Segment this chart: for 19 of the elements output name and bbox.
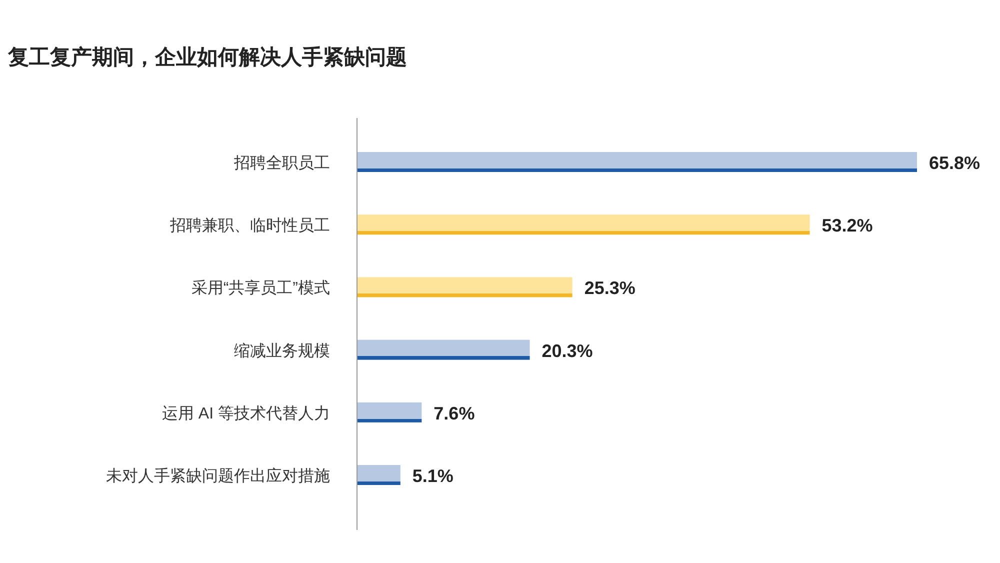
y-tick-label: 招聘全职员工 xyxy=(233,155,330,172)
data-label: 7.6% xyxy=(434,403,475,424)
bar xyxy=(357,277,572,298)
bar xyxy=(357,152,917,172)
chart-title: 复工复产期间，企业如何解决人手紧缺问题 xyxy=(7,45,407,69)
bar xyxy=(357,465,400,485)
data-label: 53.2% xyxy=(822,216,873,236)
bar xyxy=(357,340,530,360)
data-label: 65.8% xyxy=(929,153,980,173)
y-tick-label: 未对人手紧缺问题作出应对措施 xyxy=(106,467,330,485)
data-label: 5.1% xyxy=(412,466,454,486)
y-tick-label: 缩减业务规模 xyxy=(234,342,330,360)
y-tick-label: 招聘兼职、临时性员工 xyxy=(169,216,330,235)
data-label: 25.3% xyxy=(584,278,636,298)
bar xyxy=(357,214,810,235)
bar xyxy=(357,402,422,422)
data-label: 20.3% xyxy=(542,340,593,361)
y-tick-label: 运用 AI 等技术代替人力 xyxy=(162,404,330,422)
y-tick-label: 采用“共享员工”模式 xyxy=(191,279,330,298)
